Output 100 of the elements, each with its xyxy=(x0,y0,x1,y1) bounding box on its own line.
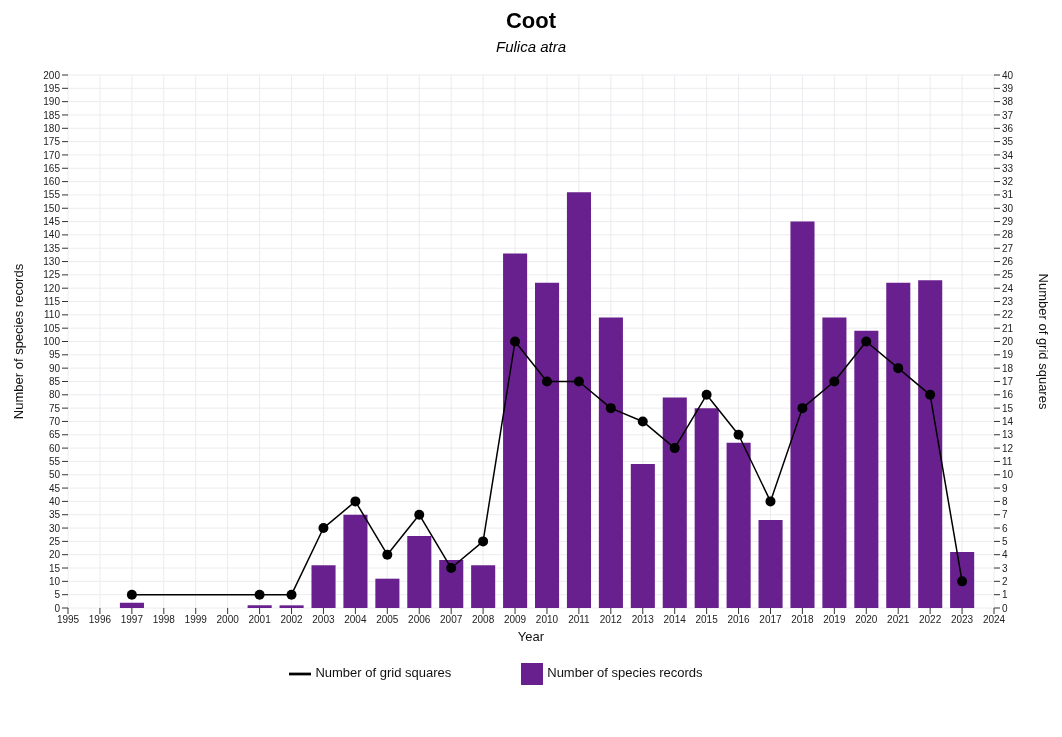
y2-tick-label: 31 xyxy=(1002,189,1014,201)
y-tick-label: 10 xyxy=(48,575,61,587)
y-tick-label: 150 xyxy=(43,202,61,214)
x-tick-label: 2009 xyxy=(503,614,527,626)
point xyxy=(701,389,712,400)
y2-tick-label: 12 xyxy=(1002,442,1014,454)
y-tick-label: 0 xyxy=(54,602,61,614)
y-tick-label: 180 xyxy=(43,122,61,134)
point xyxy=(254,589,265,600)
bar xyxy=(471,565,496,608)
point xyxy=(893,363,904,374)
chart-subtitle: Fulica atra xyxy=(495,38,567,55)
y2-tick-label: 27 xyxy=(1002,242,1014,254)
y-tick-label: 140 xyxy=(43,229,61,241)
point xyxy=(541,376,552,387)
x-tick-label: 2023 xyxy=(950,614,974,626)
x-tick-label: 2002 xyxy=(280,614,304,626)
y-tick-label: 80 xyxy=(48,389,61,401)
bar xyxy=(662,397,687,608)
x-tick-label: 1998 xyxy=(152,614,176,626)
bar xyxy=(503,253,528,608)
y2-tick-label: 11 xyxy=(1002,455,1013,467)
bar xyxy=(119,602,144,608)
bar xyxy=(566,192,592,608)
y2-tick-label: 3 xyxy=(1002,562,1008,574)
y-tick-label: 110 xyxy=(44,309,61,321)
bar xyxy=(439,560,464,608)
bar xyxy=(726,442,751,608)
point xyxy=(861,336,872,347)
y-tick-label: 170 xyxy=(43,149,61,161)
y-tick-label: 135 xyxy=(43,242,61,254)
point xyxy=(286,589,297,600)
y-axis-title: Number of species records xyxy=(10,263,26,420)
y-tick-label: 50 xyxy=(48,469,61,481)
y2-tick-label: 0 xyxy=(1002,602,1008,614)
y-tick-label: 115 xyxy=(44,296,61,308)
y-tick-label: 200 xyxy=(43,69,61,81)
y2-tick-label: 25 xyxy=(1002,269,1014,281)
x-tick-label: 2001 xyxy=(248,614,272,626)
bar xyxy=(758,520,783,608)
bar xyxy=(535,282,560,608)
x-tick-label: 1996 xyxy=(88,614,112,626)
point xyxy=(669,443,680,454)
bar xyxy=(247,605,272,608)
y2-tick-label: 24 xyxy=(1002,282,1014,294)
y2-tick-label: 35 xyxy=(1002,136,1014,148)
y-tick-label: 105 xyxy=(43,322,61,334)
x-tick-label: 1995 xyxy=(56,614,80,626)
point xyxy=(446,563,457,574)
bar xyxy=(407,536,432,608)
y2-tick-label: 16 xyxy=(1002,389,1014,401)
bar xyxy=(918,280,943,608)
bar xyxy=(790,221,815,608)
point xyxy=(605,403,616,414)
point xyxy=(573,376,584,387)
y-tick-label: 155 xyxy=(43,189,61,201)
y-tick-label: 145 xyxy=(43,216,61,228)
chart-title: Coot xyxy=(504,8,558,34)
legend-label: Number of grid squares xyxy=(315,665,452,681)
y2-tick-label: 19 xyxy=(1002,349,1014,361)
x-tick-label: 2005 xyxy=(376,614,399,626)
y2-tick-label: 36 xyxy=(1002,122,1014,134)
bar xyxy=(279,605,304,608)
y-tick-label: 75 xyxy=(48,402,61,414)
x-tick-label: 2006 xyxy=(408,614,431,626)
y-tick-label: 85 xyxy=(48,376,61,388)
y2-tick-label: 29 xyxy=(1002,216,1014,228)
x-tick-label: 2019 xyxy=(823,614,846,626)
y2-tick-label: 2 xyxy=(1002,575,1008,587)
y-tick-label: 15 xyxy=(48,562,61,574)
bar xyxy=(343,514,368,608)
x-tick-label: 1997 xyxy=(120,614,144,626)
y2-tick-label: 17 xyxy=(1002,376,1014,388)
x-tick-label: 2016 xyxy=(727,614,751,626)
y-tick-label: 95 xyxy=(48,349,61,361)
y-tick-label: 20 xyxy=(48,549,61,561)
point xyxy=(797,403,808,414)
bar xyxy=(311,565,336,608)
y2-tick-label: 8 xyxy=(1002,495,1008,507)
y-tick-label: 70 xyxy=(48,416,61,427)
y2-tick-label: 23 xyxy=(1002,296,1014,308)
y2-tick-label: 21 xyxy=(1002,322,1014,334)
x-tick-label: 2022 xyxy=(919,614,942,626)
y-tick-label: 55 xyxy=(48,455,61,467)
y2-tick-label: 28 xyxy=(1002,229,1014,241)
y-tick-label: 90 xyxy=(48,362,61,374)
y-tick-label: 45 xyxy=(48,482,61,494)
y-tick-label: 160 xyxy=(43,176,61,188)
x-tick-label: 2017 xyxy=(759,614,783,626)
y-tick-label: 120 xyxy=(43,282,61,294)
y-tick-label: 35 xyxy=(48,509,61,521)
point xyxy=(126,589,137,600)
y2-tick-label: 10 xyxy=(1002,469,1014,481)
bar xyxy=(950,552,975,608)
y-tick-label: 165 xyxy=(43,162,61,174)
y2-tick-label: 38 xyxy=(1002,96,1014,108)
point xyxy=(765,496,776,507)
x-tick-label: 2013 xyxy=(631,614,655,626)
y2-tick-label: 4 xyxy=(1002,549,1008,561)
y2-tick-label: 40 xyxy=(1002,69,1014,81)
